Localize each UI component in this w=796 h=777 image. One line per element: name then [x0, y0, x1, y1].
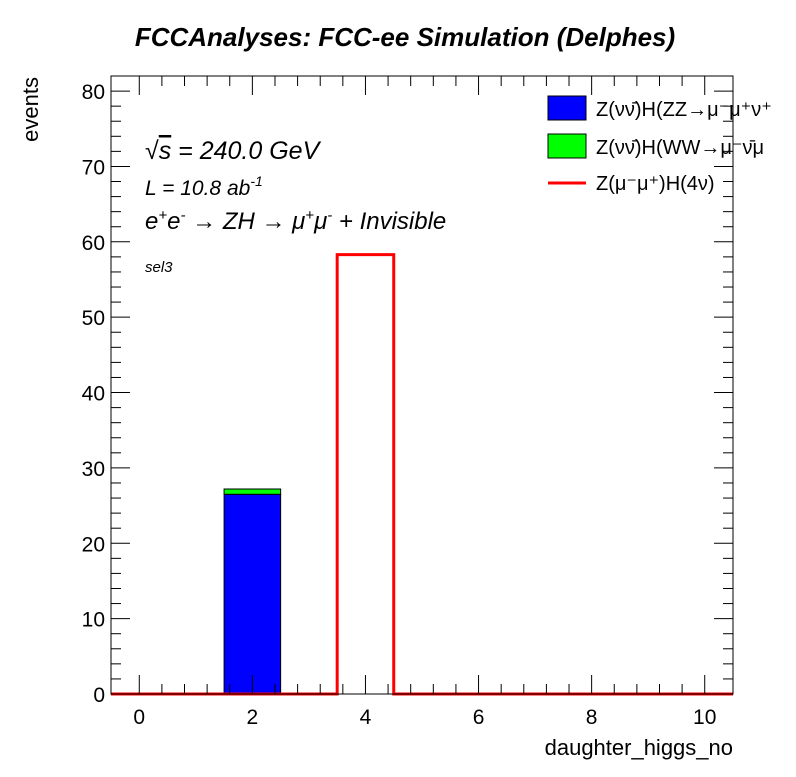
legend: Z(νν̄)H(ZZ→μ⁻μ⁺ν⁺ Z(νν̄)H(WW→μ⁻ν̄μ Z(μ⁻μ…	[547, 95, 772, 195]
process-mu2-sup: -	[327, 207, 332, 224]
svg-text:e+e- → ZH → μ+μ- + Invisible: e+e- → ZH → μ+μ- + Invisible	[145, 207, 446, 235]
x-tick-label-0: 0	[133, 706, 145, 729]
svg-text:√s = 240.0 GeV: √s = 240.0 GeV	[145, 137, 322, 165]
lumi-exponent: -1	[250, 173, 262, 189]
y-tick-label-10: 10	[82, 609, 105, 632]
annotation-sqrt-s: √s = 240.0 GeV	[145, 137, 322, 165]
y-tick-label-80: 80	[82, 81, 105, 104]
legend-label-zz: Z(νν̄)H(ZZ→μ⁻μ⁺ν⁺	[596, 99, 772, 121]
y-tick-label-70: 70	[82, 156, 105, 179]
x-tick-label-4: 4	[360, 706, 372, 729]
x-tick-label-10: 10	[693, 706, 716, 729]
y-tick-label-50: 50	[82, 307, 105, 330]
sqrt-symbol: √	[145, 137, 159, 165]
annotation-luminosity: L = 10.8 ab-1	[145, 173, 263, 200]
y-tick-label-0: 0	[93, 684, 105, 707]
y-tick-label-20: 20	[82, 533, 105, 556]
process-e1-sup: +	[158, 207, 167, 224]
x-tick-label-6: 6	[473, 706, 485, 729]
y-tick-label-60: 60	[82, 232, 105, 255]
process-e1: e	[145, 208, 158, 235]
process-e2-sup: -	[180, 207, 185, 224]
legend-swatch-ww	[547, 133, 587, 159]
legend-swatch-zz	[547, 95, 587, 121]
sqrt-var: s	[159, 137, 172, 165]
axis-ticks	[111, 75, 733, 695]
bar-series0-bin2	[223, 493, 282, 695]
y-tick-label-30: 30	[82, 458, 105, 481]
annotation-process: e+e- → ZH → μ+μ- + Invisible	[145, 207, 446, 235]
tick-labels: 0 2 4 6 8 10 0 10 20 30 40 50 60 70 80	[82, 81, 717, 729]
lumi-text: L = 10.8 ab	[145, 177, 251, 200]
process-tail: + Invisible	[332, 208, 446, 235]
plot-frame	[110, 75, 734, 695]
y-tick-label-40: 40	[82, 383, 105, 406]
x-axis-title: daughter_higgs_no	[545, 735, 733, 760]
legend-label-ww: Z(νν̄)H(WW→μ⁻ν̄μ	[596, 137, 764, 159]
chart-title: FCCAnalyses: FCC-ee Simulation (Delphes)	[135, 22, 675, 52]
annotation-selection: sel3	[145, 259, 173, 276]
process-e2: e	[167, 208, 180, 235]
y-axis-title: events	[18, 77, 43, 142]
x-tick-label-2: 2	[247, 706, 259, 729]
legend-label-4nu: Z(μ⁻μ⁺)H(4ν)	[596, 173, 715, 195]
process-mu1-sup: +	[305, 207, 314, 224]
x-tick-label-8: 8	[586, 706, 598, 729]
process-mu2: μ	[313, 208, 327, 235]
process-mid: → ZH → μ	[185, 208, 305, 235]
svg-text:L = 10.8 ab-1: L = 10.8 ab-1	[145, 173, 263, 200]
bar-series1-bin2	[223, 488, 282, 495]
sqrt-value: = 240.0 GeV	[171, 137, 321, 165]
